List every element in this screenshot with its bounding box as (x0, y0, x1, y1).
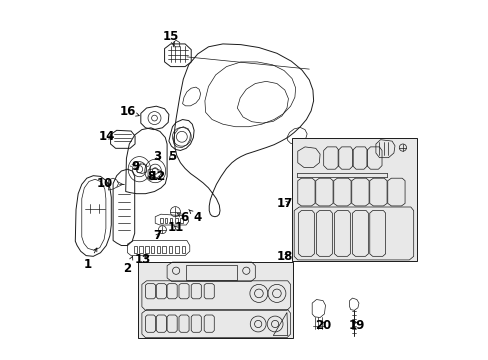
Bar (162, 246, 166, 253)
Text: 1: 1 (83, 248, 97, 271)
Text: 3: 3 (153, 150, 161, 163)
Bar (160, 218, 163, 223)
Bar (145, 246, 148, 253)
Text: 7: 7 (153, 229, 161, 242)
Bar (174, 218, 177, 223)
Polygon shape (138, 262, 292, 338)
Bar (133, 246, 137, 253)
Bar (139, 246, 142, 253)
Text: 16: 16 (119, 105, 139, 118)
Bar (179, 218, 182, 223)
Text: 11: 11 (168, 221, 184, 234)
Bar (169, 218, 172, 223)
Text: 9: 9 (131, 160, 140, 173)
Bar (151, 246, 154, 253)
Text: 20: 20 (315, 319, 331, 332)
Text: 12: 12 (149, 170, 165, 183)
Bar (175, 246, 179, 253)
Text: 17: 17 (276, 197, 292, 210)
Text: 14: 14 (99, 130, 115, 143)
Text: 15: 15 (162, 30, 179, 45)
Text: 10: 10 (97, 177, 113, 190)
Text: 8: 8 (146, 170, 155, 183)
Text: 19: 19 (348, 319, 364, 332)
Text: 2: 2 (123, 256, 132, 275)
Text: 4: 4 (188, 210, 202, 224)
Text: 13: 13 (135, 253, 151, 266)
Bar (181, 246, 185, 253)
Bar (168, 246, 172, 253)
Bar (156, 246, 160, 253)
Text: 5: 5 (167, 150, 176, 163)
Bar (186, 265, 236, 280)
Text: 6: 6 (177, 211, 188, 224)
Bar (164, 218, 167, 223)
Text: 18: 18 (276, 250, 292, 263)
Polygon shape (291, 138, 416, 261)
